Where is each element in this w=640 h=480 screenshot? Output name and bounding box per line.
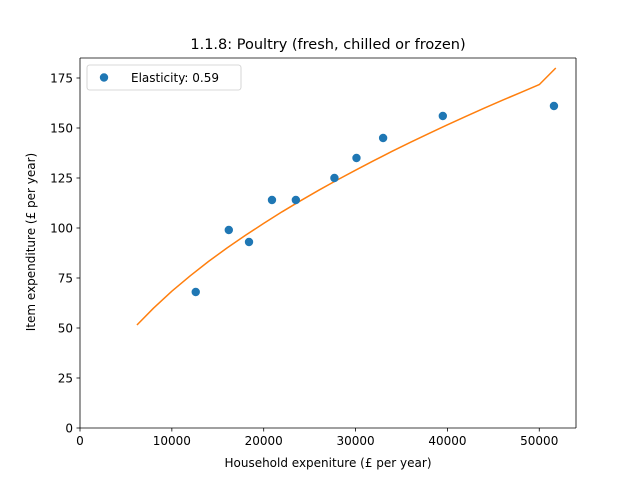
plot-area (80, 58, 576, 428)
x-tick-label: 10000 (153, 434, 191, 448)
data-point (549, 101, 559, 111)
data-point (224, 225, 233, 235)
series-layer (136, 67, 559, 326)
data-point (244, 237, 254, 247)
x-tick-label: 0 (76, 434, 84, 448)
x-axis-label: Household expeniture (£ per year) (224, 456, 431, 470)
y-tick-label: 0 (65, 421, 73, 435)
x-tick-label: 20000 (245, 434, 283, 448)
y-tick-label: 125 (50, 171, 73, 185)
y-tick-label: 75 (58, 271, 73, 285)
legend-box (86, 64, 242, 91)
data-point (438, 111, 448, 121)
data-point (291, 195, 301, 205)
data-point (352, 153, 361, 163)
x-tick-label: 30000 (336, 434, 374, 448)
legend-marker (99, 73, 109, 82)
legend: Elasticity: 0.59 (86, 64, 242, 91)
y-tick-label: 100 (50, 221, 73, 235)
chart-title: 1.1.8: Poultry (fresh, chilled or frozen… (190, 37, 465, 53)
x-tick-label: 40000 (428, 434, 466, 448)
data-point (378, 133, 388, 143)
y-tick-label: 50 (58, 321, 73, 335)
y-axis-ticks: 0 25 50 75 100 125 150 175 (50, 71, 80, 435)
y-tick-label: 25 (58, 371, 73, 385)
legend-label: Elasticity: 0.59 (131, 71, 219, 85)
y-tick-label: 150 (50, 121, 73, 135)
fit-curve-line (136, 67, 557, 326)
x-tick-label: 50000 (520, 434, 558, 448)
data-point (267, 195, 277, 205)
plot-background (80, 58, 576, 428)
y-axis-label: Item expenditure (£ per year) (24, 153, 38, 331)
data-point (191, 287, 200, 297)
data-point (330, 173, 339, 183)
x-axis-ticks: 0 10000 20000 30000 40000 50000 (76, 428, 558, 448)
y-tick-label: 175 (50, 71, 73, 85)
